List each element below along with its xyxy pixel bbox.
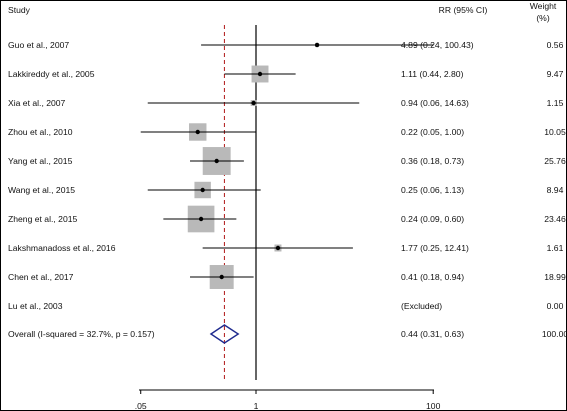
study-point — [251, 101, 255, 105]
study-label: Guo et al., 2007 — [8, 40, 69, 50]
study-weight-text: 23.46 — [544, 214, 566, 224]
study-label: Yang et al., 2015 — [8, 156, 73, 166]
study-ci-text: 1.11 (0.44, 2.80) — [401, 69, 464, 79]
study-label: Zhou et al., 2010 — [8, 127, 73, 137]
study-ci-text: 0.22 (0.05, 1.00) — [401, 127, 464, 137]
study-point — [200, 188, 204, 192]
study-weight-text: 10.05 — [544, 127, 566, 137]
study-label: Lakshmanadoss et al., 2016 — [8, 243, 116, 253]
overall-label: Overall (I-squared = 32.7%, p = 0.157) — [8, 329, 155, 339]
study-ci-text: 1.77 (0.25, 12.41) — [401, 243, 469, 253]
x-tick-label: 1 — [254, 401, 259, 411]
study-label: Zheng et al., 2015 — [8, 214, 77, 224]
study-ci-text: 0.25 (0.06, 1.13) — [401, 185, 464, 195]
x-tick-label: .05 — [135, 401, 147, 411]
header-weight-unit: (%) — [536, 13, 550, 23]
study-point — [276, 246, 280, 250]
study-weight-text: 1.15 — [547, 98, 564, 108]
study-label: Lakkireddy et al., 2005 — [8, 69, 95, 79]
overall-ci-text: 0.44 (0.31, 0.63) — [401, 329, 464, 339]
study-label: Lu et al., 2003 — [8, 301, 63, 311]
study-weight-text: 18.99 — [544, 272, 566, 282]
study-label: Xia et al., 2007 — [8, 98, 66, 108]
overall-weight-text: 100.00 — [542, 329, 567, 339]
study-label: Wang et al., 2015 — [8, 185, 75, 195]
study-weight-text: 1.61 — [547, 243, 564, 253]
study-ci-text: 0.24 (0.09, 0.60) — [401, 214, 464, 224]
study-point — [219, 275, 223, 279]
study-weight-text: 9.47 — [547, 69, 564, 79]
header-weight: Weight — [530, 1, 557, 11]
header-rr: RR (95% CI) — [439, 5, 488, 15]
study-weight-text: 0.56 — [547, 40, 564, 50]
study-ci-text: (Excluded) — [401, 301, 442, 311]
study-weight-text: 25.76 — [544, 156, 566, 166]
header-study: Study — [8, 5, 31, 15]
study-point — [258, 72, 262, 76]
study-ci-text: 0.41 (0.18, 0.94) — [401, 272, 464, 282]
study-ci-text: 0.94 (0.06, 14.63) — [401, 98, 469, 108]
study-point — [199, 217, 203, 221]
study-point — [214, 159, 218, 163]
study-point — [315, 43, 319, 47]
study-weight-text: 8.94 — [547, 185, 564, 195]
study-weight-text: 0.00 — [547, 301, 564, 311]
study-label: Chen et al., 2017 — [8, 272, 74, 282]
study-point — [196, 130, 200, 134]
study-ci-text: 0.36 (0.18, 0.73) — [401, 156, 464, 166]
x-tick-label: 100 — [426, 401, 441, 411]
